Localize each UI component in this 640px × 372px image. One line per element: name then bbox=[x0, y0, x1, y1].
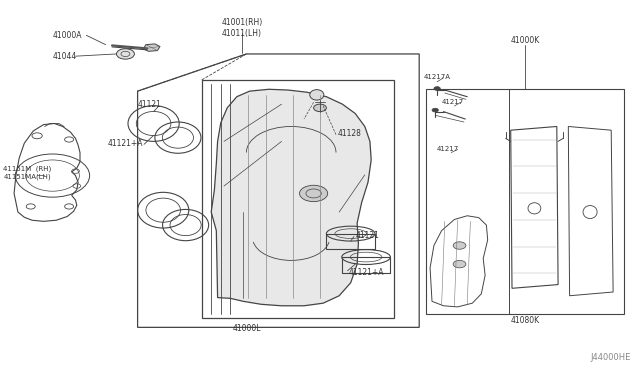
Text: 41000A: 41000A bbox=[52, 31, 82, 40]
Text: J44000HE: J44000HE bbox=[590, 353, 630, 362]
Bar bbox=[426, 89, 624, 314]
Circle shape bbox=[434, 87, 440, 90]
Text: 41044: 41044 bbox=[52, 52, 77, 61]
Text: 41121+A: 41121+A bbox=[349, 268, 384, 277]
Circle shape bbox=[453, 242, 466, 249]
Text: 41128: 41128 bbox=[337, 129, 361, 138]
Text: 41217A: 41217A bbox=[424, 74, 451, 80]
Text: 41151M  (RH)
41151MA(LH): 41151M (RH) 41151MA(LH) bbox=[3, 166, 51, 180]
Circle shape bbox=[453, 260, 466, 268]
Circle shape bbox=[314, 104, 326, 112]
Text: 41121: 41121 bbox=[355, 231, 379, 240]
Text: 41001(RH)
41011(LH): 41001(RH) 41011(LH) bbox=[221, 18, 262, 38]
Circle shape bbox=[116, 49, 134, 59]
Text: 41000L: 41000L bbox=[232, 324, 260, 333]
Text: 41217: 41217 bbox=[442, 99, 464, 105]
Text: 41080K: 41080K bbox=[510, 316, 540, 325]
Ellipse shape bbox=[310, 90, 324, 100]
Polygon shape bbox=[211, 89, 371, 306]
Text: 41121+A: 41121+A bbox=[108, 139, 143, 148]
Text: 41000K: 41000K bbox=[510, 36, 540, 45]
Circle shape bbox=[300, 185, 328, 202]
Bar bbox=[202, 80, 394, 318]
Text: 41217: 41217 bbox=[437, 146, 460, 152]
Polygon shape bbox=[143, 44, 160, 51]
Text: 41121: 41121 bbox=[138, 100, 161, 109]
Circle shape bbox=[432, 108, 438, 112]
